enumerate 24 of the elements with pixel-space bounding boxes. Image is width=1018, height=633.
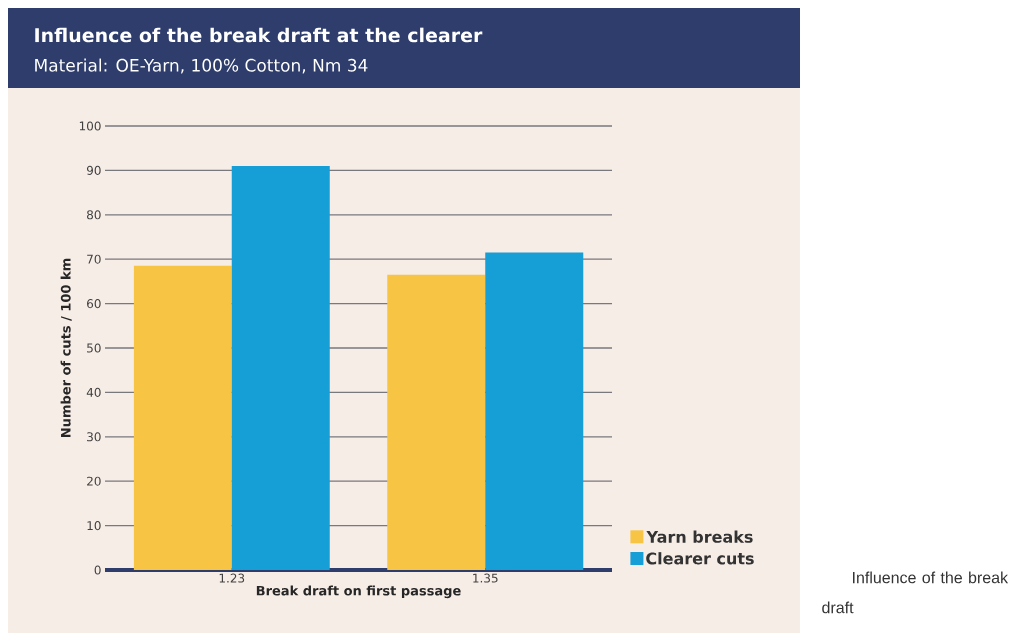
y-tick-label: 10 — [87, 521, 101, 531]
y-tick-label: 100 — [79, 121, 101, 131]
legend-label: Yarn breaks — [646, 530, 753, 543]
y-tick-label: 80 — [87, 210, 101, 220]
bar — [485, 252, 584, 570]
y-tick-label: 50 — [87, 343, 101, 353]
y-tick-label: 70 — [87, 254, 101, 264]
x-tick-label: 1.35 — [473, 573, 498, 583]
y-tick-label: 30 — [87, 432, 101, 442]
chart-subtitle: Material: OE-Yarn, 100% Cotton, Nm 34 — [35, 58, 368, 74]
bar — [231, 165, 330, 570]
y-tick-label: 0 — [94, 565, 101, 575]
y-tick-label: 40 — [86, 387, 101, 397]
y-axis-title: Number of cuts / 100 km — [60, 258, 72, 438]
y-tick-label: 90 — [86, 165, 101, 175]
legend-label: Clearer cuts — [646, 552, 754, 565]
text: Influence of the break draft — [822, 571, 1009, 614]
bar — [387, 274, 486, 570]
x-axis-title: Break draft on first passage — [256, 585, 461, 599]
chart-title: Influence of the break draft at the clearer — [35, 27, 483, 43]
x-tick-label: 1.23 — [219, 573, 245, 583]
y-tick-label: 20 — [87, 476, 101, 486]
y-tick-label: 60 — [87, 299, 101, 309]
bar — [133, 265, 232, 570]
